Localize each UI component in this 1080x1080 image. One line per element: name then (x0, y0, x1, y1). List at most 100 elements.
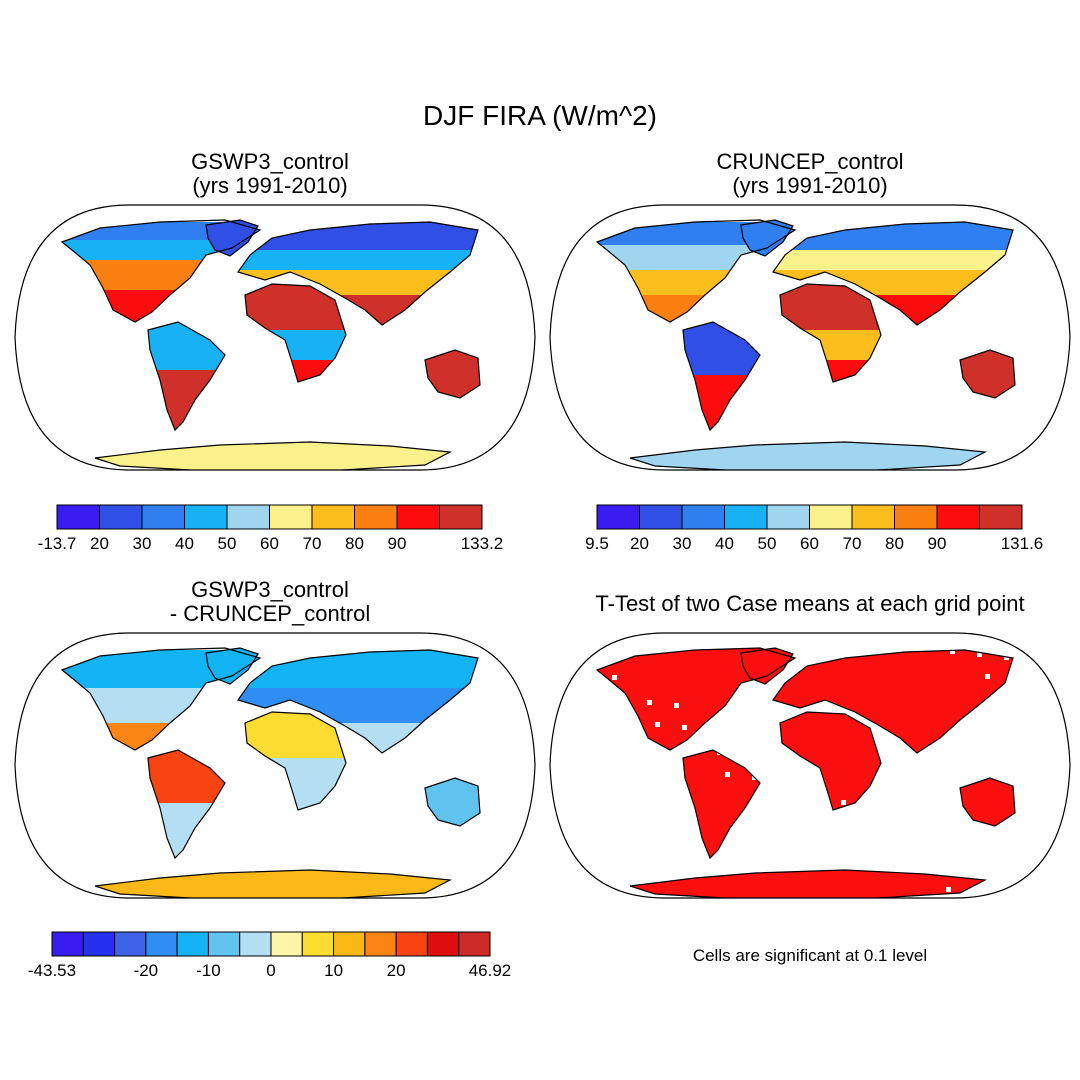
colorbar-label: 80 (345, 534, 364, 553)
colorbar-label: 60 (260, 534, 279, 553)
colorbar-box (894, 504, 938, 530)
land-australia (960, 778, 1015, 826)
colorbar-box (270, 931, 303, 957)
map-frame (14, 632, 536, 899)
nonsignificant-cell (977, 652, 982, 657)
colorbar-label: 20 (387, 961, 406, 980)
colorbar-label: 46.92 (469, 961, 512, 980)
colorbar-box (364, 931, 397, 957)
colorbar-label: -13.7 (38, 534, 77, 553)
land-fill (960, 778, 1015, 826)
coastline-antarctica (94, 441, 453, 470)
land-fill (630, 870, 985, 898)
panel-title-line1: GSWP3_control (191, 577, 349, 602)
colorbar-box (851, 504, 895, 530)
nonsignificant-cell (1027, 650, 1032, 655)
colorbar-box (145, 931, 178, 957)
colorbar-box (426, 931, 460, 957)
colorbar-box (766, 504, 810, 530)
map-cruncep (549, 204, 1071, 471)
panel-title-line2: - CRUNCEP_control (169, 601, 371, 626)
colorbar-box (354, 504, 398, 530)
map-ttest (549, 632, 1071, 899)
colorbar-label: 133.2 (461, 534, 504, 553)
colorbar-label: 90 (388, 534, 407, 553)
land-fill (780, 712, 881, 810)
panel-title-line1: CRUNCEP_control (716, 149, 904, 174)
coastline-eurasia (772, 649, 1014, 754)
coastline-greenland (205, 219, 259, 257)
coastline-samerica (147, 749, 226, 860)
coastline-africa (779, 283, 882, 383)
colorbar-box (936, 504, 980, 530)
coastline-eurasia (772, 221, 1014, 326)
colorbar-box (311, 504, 355, 530)
colorbar-label: 9.5 (585, 534, 609, 553)
colorbar-label: 40 (175, 534, 194, 553)
coastline-greenland (740, 647, 794, 685)
land-fill (683, 750, 760, 858)
coastline-samerica (682, 749, 761, 860)
coastline-africa (779, 711, 882, 811)
colorbar-box (395, 931, 428, 957)
colorbar-label: -10 (196, 961, 221, 980)
colorbar-label: 131.6 (1001, 534, 1044, 553)
coastline-australia (424, 777, 481, 827)
colorbar-label: 60 (800, 534, 819, 553)
colorbar-label: 0 (266, 961, 275, 980)
colorbar-box (724, 504, 768, 530)
colorbar-label: -43.53 (28, 961, 76, 980)
land-greenland (741, 648, 793, 684)
colorbar-box (639, 504, 683, 530)
nonsignificant-cell (725, 772, 730, 777)
value-band (773, 250, 1013, 270)
coastline-greenland (205, 647, 259, 685)
nonsignificant-cell (682, 725, 687, 730)
panel-title-line1: T-Test of two Case means at each grid po… (595, 591, 1025, 616)
land-fill (773, 650, 1013, 753)
colorbar-box (141, 504, 185, 530)
colorbar-box (99, 504, 143, 530)
coastline-greenland (740, 219, 794, 257)
coastline-namerica (595, 647, 797, 751)
colorbar-box (979, 504, 1023, 530)
nonsignificant-cell (612, 675, 617, 680)
colorbar-box (184, 504, 228, 530)
colorbar-label: 20 (630, 534, 649, 553)
panel-title-diff: GSWP3_control - CRUNCEP_control (120, 578, 420, 626)
colorbar-cruncep: 9.5 20 30 40 50 60 70 80 90 131.6 (585, 504, 1044, 553)
colorbar-label: 70 (303, 534, 322, 553)
colorbar-box (51, 931, 84, 957)
colorbar-gswp3: -13.7 20 30 40 50 60 70 80 90 133.2 (38, 504, 504, 553)
colorbar-label: 50 (218, 534, 237, 553)
panel-title-ttest: T-Test of two Case means at each grid po… (555, 592, 1065, 616)
panel-title-line2: (yrs 1991-2010) (732, 173, 888, 198)
coastline-africa (244, 711, 347, 811)
coastline-australia (424, 349, 481, 399)
colorbar-box (56, 504, 100, 530)
nonsignificant-cell (841, 800, 846, 805)
colorbar-label: 50 (758, 534, 777, 553)
colorbar-box (226, 504, 270, 530)
colorbar-box (396, 504, 440, 530)
colorbar-box (82, 931, 116, 957)
colorbar-box (809, 504, 853, 530)
map-frame (549, 632, 1071, 899)
map-frame (14, 204, 536, 471)
colorbar-label: 20 (90, 534, 109, 553)
colorbar-box (596, 504, 640, 530)
colorbar-box (176, 931, 209, 957)
colorbar-box (301, 931, 335, 957)
coastline-samerica (682, 321, 761, 432)
coastline-australia (959, 777, 1016, 827)
colorbar-box (439, 504, 483, 530)
panel-title-cruncep: CRUNCEP_control (yrs 1991-2010) (660, 150, 960, 198)
coastline-antarctica (94, 869, 453, 898)
coastline-africa (244, 283, 347, 383)
colorbar-label: 40 (715, 534, 734, 553)
map-frame (549, 204, 1071, 471)
nonsignificant-cell (674, 703, 679, 708)
figure-title: DJF FIRA (W/m^2) (422, 100, 657, 131)
nonsignificant-cell (647, 700, 652, 705)
nonsignificant-cell (655, 722, 660, 727)
